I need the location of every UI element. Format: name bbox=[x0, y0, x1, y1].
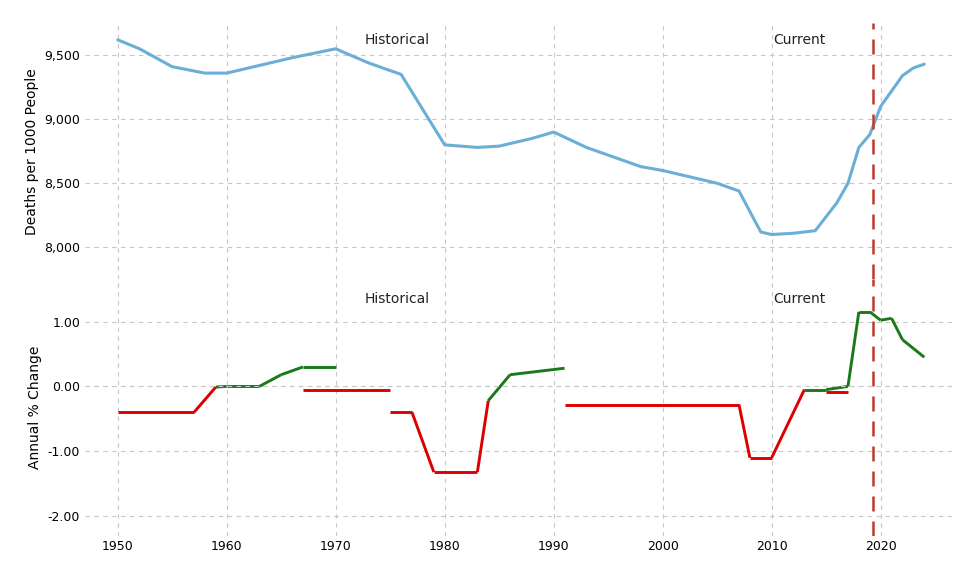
Text: Historical: Historical bbox=[364, 292, 430, 306]
Y-axis label: Annual % Change: Annual % Change bbox=[28, 346, 43, 469]
Text: Current: Current bbox=[774, 292, 826, 306]
Y-axis label: Deaths per 1000 People: Deaths per 1000 People bbox=[24, 68, 39, 234]
Text: Current: Current bbox=[774, 34, 826, 47]
Text: Historical: Historical bbox=[364, 34, 430, 47]
